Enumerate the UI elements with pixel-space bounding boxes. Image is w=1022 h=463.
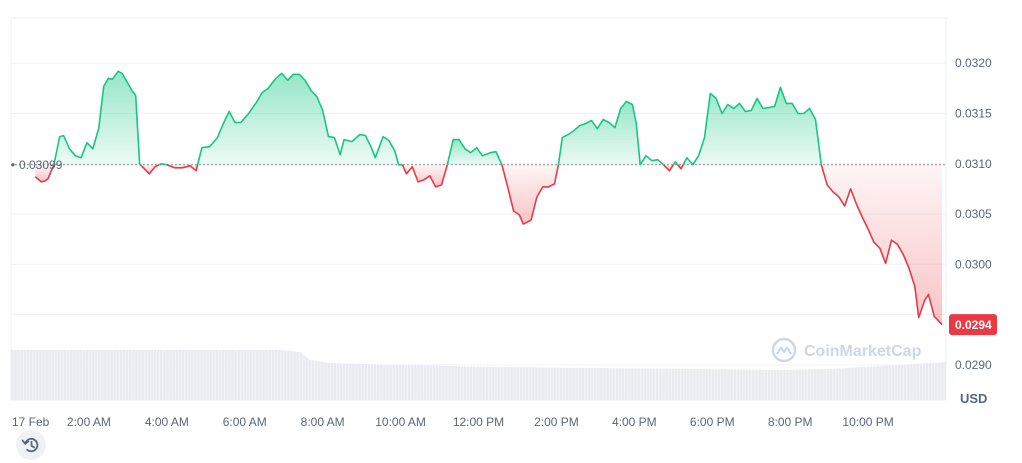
area-above-reference	[197, 73, 403, 165]
area-above-reference	[558, 101, 664, 165]
area-below-reference	[821, 164, 943, 325]
line-segment-down	[677, 164, 684, 170]
x-tick-label: 8:00 AM	[301, 415, 345, 429]
area-below-reference	[35, 164, 54, 182]
x-tick-label: 4:00 AM	[145, 415, 189, 429]
x-tick-label: 8:00 PM	[768, 415, 813, 429]
y-tick-label: 0.0300	[955, 257, 992, 271]
line-segment-down	[663, 164, 674, 172]
y-tick-label: 0.0315	[955, 107, 992, 121]
line-segment-down	[139, 164, 160, 175]
area-above-reference	[683, 87, 822, 165]
line-segment-up	[53, 70, 142, 166]
x-tick-label: 10:00 AM	[375, 415, 426, 429]
line-segment-down	[166, 164, 199, 172]
watermark-text: CoinMarketCap	[804, 343, 922, 360]
line-segment-down	[401, 164, 449, 188]
coinmarketcap-logo-icon	[771, 337, 797, 363]
last-price-badge-text: 0.0294	[955, 318, 992, 332]
price-line	[34, 70, 943, 326]
y-tick-label: 0.0305	[955, 207, 992, 221]
line-segment-up	[158, 163, 167, 166]
line-segment-down	[34, 164, 55, 183]
currency-label: USD	[960, 391, 987, 406]
x-tick-label: 10:00 PM	[842, 415, 893, 429]
line-segment-down	[820, 164, 943, 326]
volume-area	[11, 349, 946, 400]
y-axis: 0.0320 0.0315 0.0310 0.0305 0.0300 0.0290	[955, 56, 992, 372]
area-above-reference	[53, 71, 141, 165]
line-segment-up	[196, 72, 403, 166]
reference-price-label: 0.03099	[11, 158, 63, 172]
x-tick-label: 2:00 PM	[534, 415, 579, 429]
x-tick-label: 2:00 AM	[67, 415, 111, 429]
line-segment-up	[557, 100, 665, 166]
x-tick-label: 12:00 PM	[453, 415, 504, 429]
history-button[interactable]	[16, 430, 46, 460]
line-segment-up	[446, 138, 503, 166]
y-tick-label: 0.0320	[955, 56, 992, 70]
reference-dot	[11, 163, 15, 167]
x-axis: 17 Feb 2:00 AM 4:00 AM 6:00 AM 8:00 AM 10:00 …	[12, 415, 894, 429]
area-below-reference	[402, 164, 448, 187]
x-tick-label: 17 Feb	[12, 415, 50, 429]
line-segment-up	[672, 161, 679, 166]
watermark: CoinMarketCap	[771, 337, 922, 363]
history-icon	[21, 437, 39, 453]
area-below-reference	[501, 164, 559, 225]
y-tick-label: 0.0310	[955, 157, 992, 171]
reference-price-text: 0.03099	[19, 158, 63, 172]
x-tick-label: 6:00 AM	[223, 415, 267, 429]
line-segment-down	[501, 164, 560, 225]
y-tick-label: 0.0290	[955, 358, 992, 372]
volume-shape	[11, 350, 946, 400]
x-tick-label: 4:00 PM	[612, 415, 657, 429]
x-tick-label: 6:00 PM	[690, 415, 735, 429]
area-above-reference	[447, 139, 502, 165]
line-segment-up	[682, 86, 823, 166]
last-price-badge: 0.0294	[949, 314, 997, 336]
price-area-fill	[35, 71, 943, 325]
last-price-badge-bg	[949, 314, 997, 336]
